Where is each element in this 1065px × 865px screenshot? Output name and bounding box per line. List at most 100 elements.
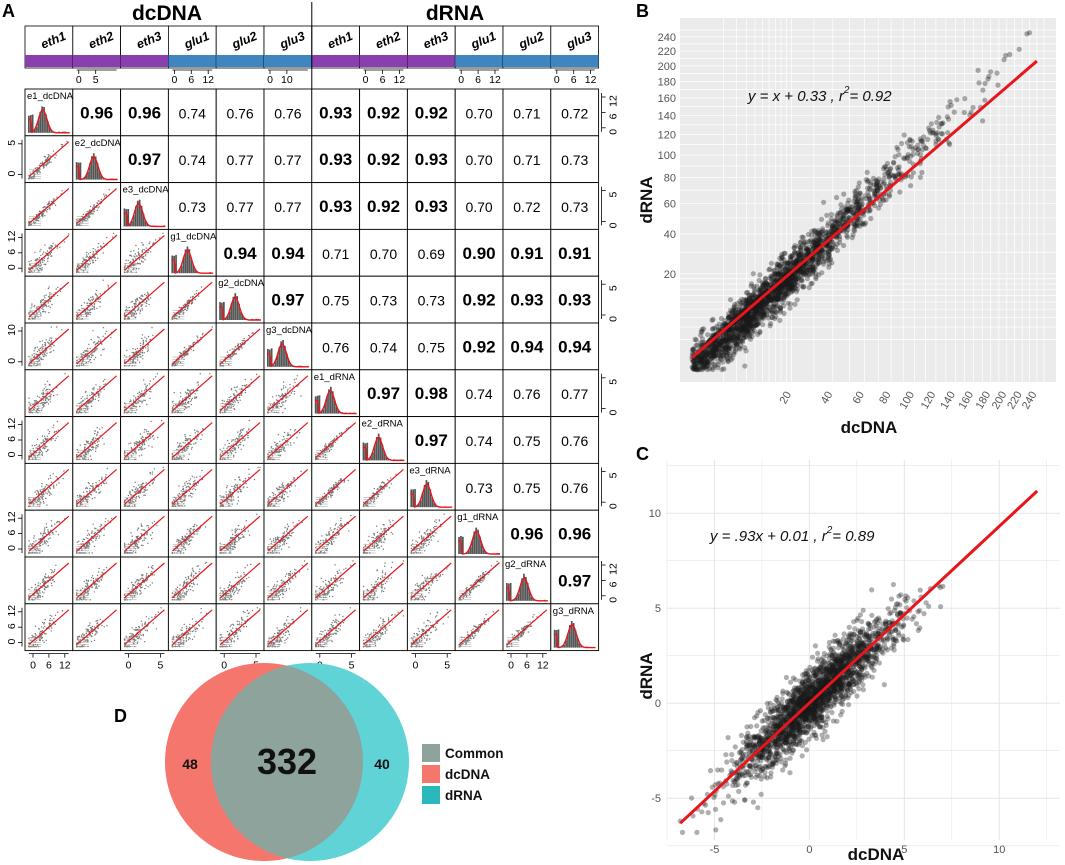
scatter-point <box>50 439 52 441</box>
scatter-point <box>191 301 193 303</box>
scatter-point <box>97 336 99 338</box>
scatter-point <box>33 306 35 308</box>
scatter-point <box>185 481 188 483</box>
scatter-point <box>129 491 131 494</box>
scatter-point <box>248 428 250 430</box>
scatter-point <box>194 432 196 434</box>
scatter-point <box>192 388 194 391</box>
scatter-point <box>280 394 283 397</box>
scatter-point <box>33 350 35 352</box>
scatter-point <box>35 410 37 413</box>
correlation-value: 0.94 <box>224 244 258 263</box>
scatter-point <box>138 484 140 486</box>
scatter-point <box>46 211 48 213</box>
diagonal-sample-label: e3_dcDNA <box>123 185 170 196</box>
scatter-point <box>274 444 277 446</box>
scatter-point <box>255 373 258 376</box>
scatter-point <box>98 440 100 442</box>
scatter-point <box>89 262 92 265</box>
scatter-point <box>105 474 107 476</box>
scatter-point <box>294 430 296 432</box>
scatter-point <box>148 433 150 435</box>
scatter-point <box>182 442 184 444</box>
scatter-point <box>50 393 52 395</box>
correlation-value: 0.73 <box>561 199 588 215</box>
scatter-point <box>162 466 164 469</box>
scatter-point <box>201 469 203 472</box>
scatter-point <box>136 309 139 311</box>
scatter-point <box>130 250 132 253</box>
scatter-point <box>94 450 97 452</box>
scatter-point <box>386 479 389 481</box>
scatter-point <box>47 484 49 487</box>
scatter-point <box>157 436 159 439</box>
scatter-point <box>201 334 204 336</box>
scatter-point <box>57 435 59 438</box>
scatter-point <box>52 242 54 244</box>
scatter-point <box>31 305 33 307</box>
scatter-point <box>155 376 157 378</box>
scatter-point <box>54 204 57 206</box>
scatter-point <box>239 479 241 481</box>
scatter-point <box>92 446 95 449</box>
scatter-point <box>146 489 148 491</box>
scatter-point <box>45 393 47 395</box>
correlation-value: 0.71 <box>513 105 540 121</box>
scatter-point <box>281 497 283 499</box>
scatter-point <box>232 401 234 404</box>
scatter-point <box>141 352 144 354</box>
scatter-point <box>283 449 285 451</box>
scatter-point <box>182 485 184 488</box>
histogram-bar <box>33 129 36 133</box>
scatter-point <box>89 251 92 254</box>
correlation-value: 0.70 <box>465 105 492 121</box>
scatter-point <box>144 399 146 402</box>
scatter-point <box>38 310 40 312</box>
scatter-point <box>89 347 91 350</box>
scatter-point <box>97 246 99 248</box>
scatter-point <box>36 350 39 353</box>
scatter-point <box>233 454 235 457</box>
scatter-point <box>227 363 230 366</box>
scatter-point <box>98 206 100 208</box>
scatter-point <box>94 249 96 251</box>
scatter-point <box>90 296 92 299</box>
scatter-point <box>99 394 101 396</box>
histogram-bar <box>219 302 221 320</box>
scatter-point <box>294 429 296 431</box>
scatter-point <box>140 393 142 395</box>
scatter-point <box>95 482 97 484</box>
scatter-point <box>221 450 223 453</box>
scatter-point <box>40 312 42 314</box>
scatter-point <box>30 260 32 262</box>
scatter-point <box>46 435 49 437</box>
scatter-point <box>244 438 246 440</box>
scatter-point <box>43 530 45 532</box>
scatter-point <box>87 355 89 357</box>
scatter-point <box>33 364 35 366</box>
scatter-point <box>142 491 144 493</box>
scatter-point <box>42 389 44 392</box>
scatter-point <box>133 395 135 397</box>
scatter-point <box>132 348 134 350</box>
scatter-point <box>42 212 44 214</box>
scatter-point <box>144 383 146 385</box>
scatter-point <box>332 445 334 447</box>
scatter-point <box>148 303 150 306</box>
histogram-bar <box>43 106 45 133</box>
scatter-point <box>240 441 242 444</box>
panel-label-a: A <box>2 1 15 21</box>
scatter-point <box>232 405 234 408</box>
scatter-point <box>37 446 39 448</box>
scatter-point <box>173 317 175 319</box>
scatter-point <box>56 247 58 249</box>
scatter-point <box>195 292 198 294</box>
scatter-point <box>293 442 295 444</box>
scatter-point <box>50 248 52 250</box>
scatter-point <box>196 430 198 432</box>
scatter-point <box>193 487 195 489</box>
scatter-point <box>275 406 277 409</box>
scatter-point <box>331 494 334 496</box>
scatter-point <box>141 402 143 404</box>
